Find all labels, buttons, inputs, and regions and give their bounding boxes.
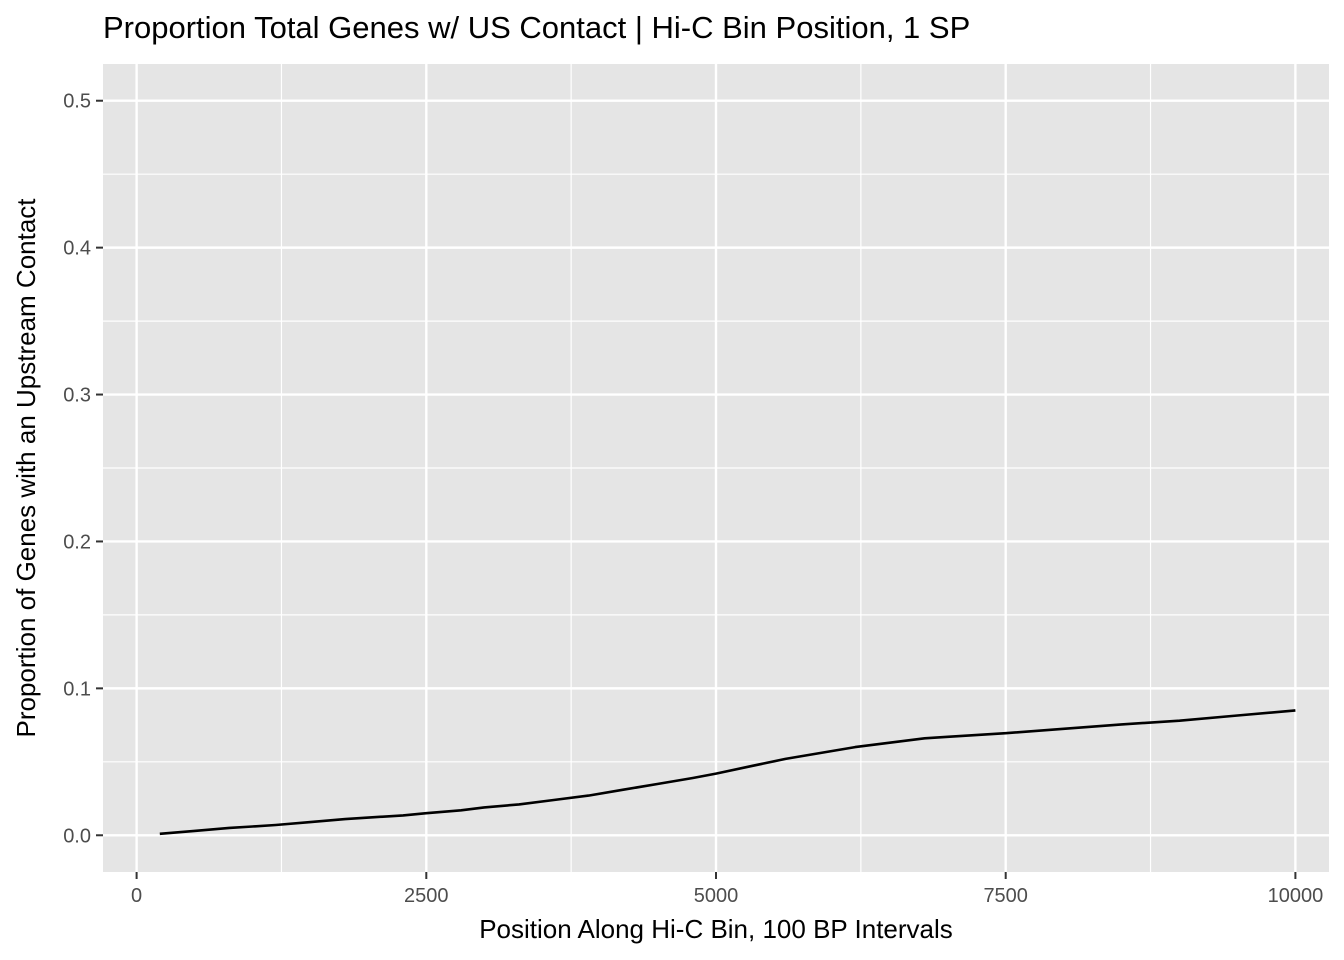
x-axis: 0 2500 5000 7500 10000: [131, 872, 1323, 907]
x-tick-label: 5000: [694, 885, 739, 907]
grid-major: [103, 64, 1329, 872]
y-tick-label: 0.0: [63, 825, 91, 847]
y-axis-title: Proportion of Genes with an Upstream Con…: [11, 198, 41, 738]
y-tick-label: 0.5: [63, 91, 91, 113]
series-layer: [159, 709, 1296, 836]
y-axis: 0.0 0.1 0.2 0.3 0.4 0.5: [63, 91, 103, 847]
y-tick-label: 0.3: [63, 385, 91, 407]
x-axis-title: Position Along Hi-C Bin, 100 BP Interval…: [479, 914, 953, 944]
chart-title: Proportion Total Genes w/ US Contact | H…: [103, 10, 970, 45]
x-tick-label: 0: [131, 885, 142, 907]
y-tick-label: 0.1: [63, 678, 91, 700]
series-line: [159, 709, 1296, 836]
x-tick-label: 10000: [1268, 885, 1324, 907]
y-tick-label: 0.4: [63, 238, 91, 260]
x-tick-label: 2500: [404, 885, 449, 907]
y-tick-label: 0.2: [63, 531, 91, 553]
x-tick-label: 7500: [983, 885, 1028, 907]
